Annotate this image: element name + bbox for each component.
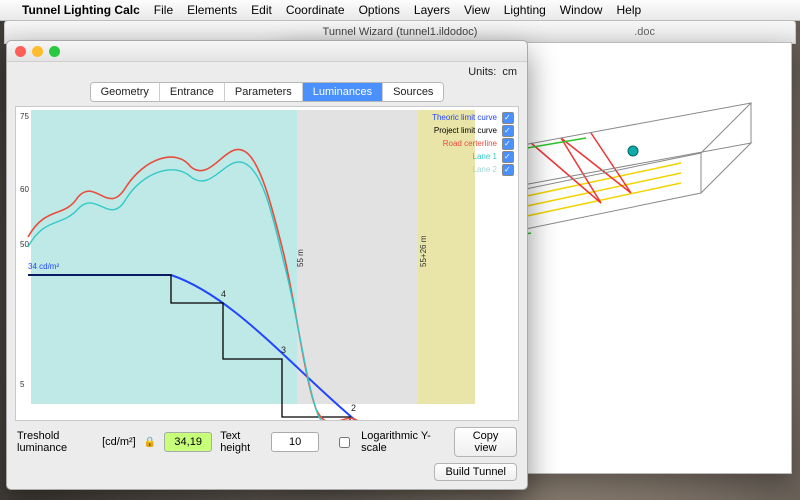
- treshold-unit: [cd/m²]: [102, 436, 136, 448]
- textheight-label: Text height: [220, 430, 263, 454]
- menu-file[interactable]: File: [154, 3, 173, 17]
- units-label: Units:: [468, 66, 496, 78]
- svg-text:55 m: 55 m: [296, 249, 305, 267]
- tab-geometry[interactable]: Geometry: [91, 83, 160, 101]
- svg-text:50: 50: [20, 240, 29, 249]
- copy-view-button[interactable]: Copy view: [454, 427, 517, 457]
- tab-entrance[interactable]: Entrance: [160, 83, 225, 101]
- mac-menubar: Tunnel Lighting Calc File Elements Edit …: [0, 0, 800, 21]
- svg-text:3: 3: [281, 345, 286, 355]
- window-close-icon[interactable]: [15, 46, 26, 57]
- menu-window[interactable]: Window: [560, 3, 603, 17]
- menu-lighting[interactable]: Lighting: [504, 3, 546, 17]
- log-scale-label: Logarithmic Y-scale: [361, 430, 438, 454]
- treshold-input[interactable]: [164, 432, 212, 452]
- build-tunnel-button[interactable]: Build Tunnel: [434, 463, 517, 481]
- svg-text:34 cd/m²: 34 cd/m²: [28, 262, 59, 271]
- tabstrip-other[interactable]: .doc: [634, 26, 655, 38]
- lock-icon[interactable]: 🔒: [144, 437, 156, 448]
- svg-text:5: 5: [20, 380, 25, 389]
- units-value[interactable]: cm: [502, 66, 517, 78]
- menu-edit[interactable]: Edit: [251, 3, 272, 17]
- tabstrip-title: Tunnel Wizard (tunnel1.ildodoc): [5, 26, 795, 38]
- menu-coordinate[interactable]: Coordinate: [286, 3, 345, 17]
- menu-options[interactable]: Options: [359, 3, 400, 17]
- textheight-input[interactable]: [271, 432, 319, 452]
- menu-elements[interactable]: Elements: [187, 3, 237, 17]
- wizard-titlebar[interactable]: [7, 41, 527, 62]
- menu-layers[interactable]: Layers: [414, 3, 450, 17]
- tab-parameters[interactable]: Parameters: [225, 83, 303, 101]
- menu-help[interactable]: Help: [616, 3, 641, 17]
- log-scale-checkbox[interactable]: [339, 437, 350, 448]
- tunnel-wizard-window: Units: cm Geometry Entrance Parameters L…: [6, 40, 528, 490]
- wizard-bottom-bar: Treshold luminance [cd/m²] 🔒 Text height…: [7, 421, 527, 459]
- svg-text:2: 2: [351, 403, 356, 413]
- svg-text:75: 75: [20, 112, 29, 121]
- treshold-label: Treshold luminance: [17, 430, 94, 454]
- window-zoom-icon[interactable]: [49, 46, 60, 57]
- tab-sources[interactable]: Sources: [383, 83, 443, 101]
- svg-text:60: 60: [20, 185, 29, 194]
- svg-text:4: 4: [221, 289, 226, 299]
- svg-text:55+26 m: 55+26 m: [419, 235, 428, 267]
- window-minimize-icon[interactable]: [32, 46, 43, 57]
- tab-luminances[interactable]: Luminances: [303, 83, 383, 101]
- menu-view[interactable]: View: [464, 3, 490, 17]
- wizard-tabs: Geometry Entrance Parameters Luminances …: [90, 82, 445, 102]
- luminance-chart: Theoric limit curveProject limit curveRo…: [15, 106, 519, 421]
- app-menu[interactable]: Tunnel Lighting Calc: [22, 3, 140, 17]
